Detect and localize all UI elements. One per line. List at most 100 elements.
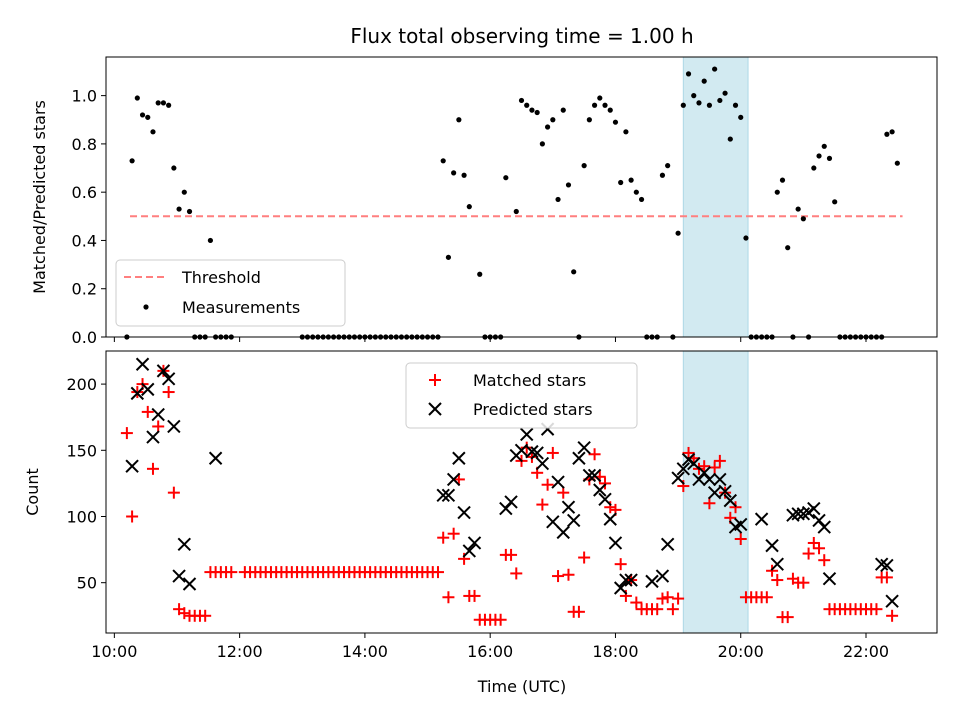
predicted-star-marker: [577, 440, 591, 455]
top-plot-area: [124, 66, 903, 340]
predicted-star-marker: [874, 557, 889, 571]
matched-star-marker: [698, 460, 711, 473]
measurement-point: [461, 172, 467, 178]
predicted-star-marker: [535, 456, 550, 471]
measurement-point: [129, 158, 135, 164]
matched-star-marker: [178, 607, 191, 620]
measurement-point: [691, 93, 697, 99]
matched-star-marker: [510, 567, 523, 580]
measurement-point: [550, 117, 556, 123]
predicted-star-marker: [624, 573, 638, 587]
measurement-point: [826, 155, 833, 161]
measurement-point: [134, 95, 140, 101]
measurement-point: [774, 189, 780, 195]
measurement-point: [539, 141, 545, 147]
legend-matched-label: Matched stars: [473, 371, 586, 390]
measurement-point: [503, 175, 509, 181]
measurement-point: [513, 208, 519, 215]
matched-star-marker: [666, 603, 679, 616]
measurement-point: [466, 204, 472, 210]
predicted-star-marker: [546, 515, 560, 529]
matched-star-marker: [431, 566, 444, 579]
matched-star-marker: [813, 542, 826, 555]
matched-star-marker: [494, 613, 507, 626]
y-tick-label: 50: [77, 574, 97, 593]
measurement-point: [456, 117, 462, 123]
predicted-star-marker: [603, 512, 617, 526]
measurement-point: [607, 107, 613, 113]
measurement-point: [623, 129, 629, 135]
matched-star-marker: [588, 448, 601, 461]
legend-measurements-swatch: [143, 304, 149, 310]
legend-predicted-label: Predicted stars: [473, 400, 593, 419]
y-tick-label: 200: [66, 375, 97, 394]
predicted-star-marker: [141, 382, 155, 397]
measurement-point: [440, 158, 446, 164]
x-tick-label: 20:00: [718, 642, 764, 661]
predicted-star-marker: [655, 569, 670, 583]
predicted-star-marker: [146, 430, 160, 444]
measurement-point: [732, 102, 739, 108]
matched-star-marker: [656, 592, 669, 605]
measurement-point: [717, 97, 723, 104]
measurement-point: [712, 66, 718, 72]
top-y-ticks: 0.0 0.2 0.4 0.6 0.8 1.0: [72, 87, 106, 347]
predicted-star-marker: [608, 536, 623, 550]
bottom-x-ticks: 10:00 12:00 14:00 16:00 18:00 20:00 22:00: [91, 633, 889, 661]
matched-star-marker: [802, 547, 815, 560]
measurement-point: [555, 196, 561, 203]
matched-star-marker: [880, 571, 893, 584]
legend-predicted-swatch: [428, 402, 442, 416]
legend-measurements-label: Measurements: [182, 298, 300, 317]
predicted-star-marker: [504, 495, 518, 509]
measurement-point: [186, 208, 193, 215]
measurement-point: [685, 71, 692, 77]
y-tick-label: 150: [66, 441, 97, 460]
predicted-star-marker: [754, 512, 769, 526]
predicted-star-marker: [718, 484, 732, 499]
matched-star-marker: [126, 510, 139, 523]
predicted-star-marker: [593, 483, 607, 497]
predicted-star-marker: [520, 427, 534, 442]
predicted-star-marker: [462, 544, 477, 558]
measurement-point: [779, 177, 786, 183]
measurement-point: [477, 271, 483, 277]
x-tick-label: 18:00: [592, 642, 638, 661]
measurement-point: [612, 119, 619, 125]
predicted-star-marker: [151, 407, 165, 422]
x-tick-label: 16:00: [467, 642, 513, 661]
measurement-point: [155, 100, 161, 106]
predicted-star-marker: [167, 419, 181, 434]
predicted-star-marker: [446, 472, 461, 487]
predicted-star-marker: [556, 525, 570, 540]
predicted-star-marker: [613, 581, 628, 595]
measurement-point: [518, 97, 525, 104]
measurement-point: [171, 165, 177, 171]
measurement-point: [738, 114, 744, 120]
predicted-star-marker: [182, 577, 197, 591]
predicted-star-marker: [177, 537, 192, 552]
measurement-point: [800, 216, 806, 222]
predicted-star-marker: [645, 574, 659, 589]
predicted-star-marker: [566, 513, 581, 528]
measurement-point: [633, 189, 639, 195]
top-x-ticks: [113, 337, 867, 342]
predicted-star-marker: [723, 493, 738, 508]
measurement-point: [821, 143, 827, 149]
highlight-span-rect: [682, 56, 749, 338]
measurement-point: [139, 112, 146, 118]
matched-star-marker: [797, 576, 810, 589]
measurement-point: [451, 170, 457, 176]
predicted-star-marker: [796, 507, 811, 521]
measurement-point: [628, 177, 634, 183]
matched-star-marker: [713, 454, 726, 467]
matched-star-marker: [661, 591, 674, 604]
predicted-star-marker: [619, 573, 633, 587]
predicted-star-marker: [885, 594, 899, 608]
measurement-point: [602, 102, 608, 108]
bottom-plot-area: [120, 357, 899, 626]
bottom-panel: 10:00 12:00 14:00 16:00 18:00 20:00 22:00 50 10…: [23, 350, 938, 696]
x-tick-label: 14:00: [342, 642, 388, 661]
predicted-star-marker: [161, 372, 176, 386]
y-tick-label: 0.4: [72, 231, 97, 250]
